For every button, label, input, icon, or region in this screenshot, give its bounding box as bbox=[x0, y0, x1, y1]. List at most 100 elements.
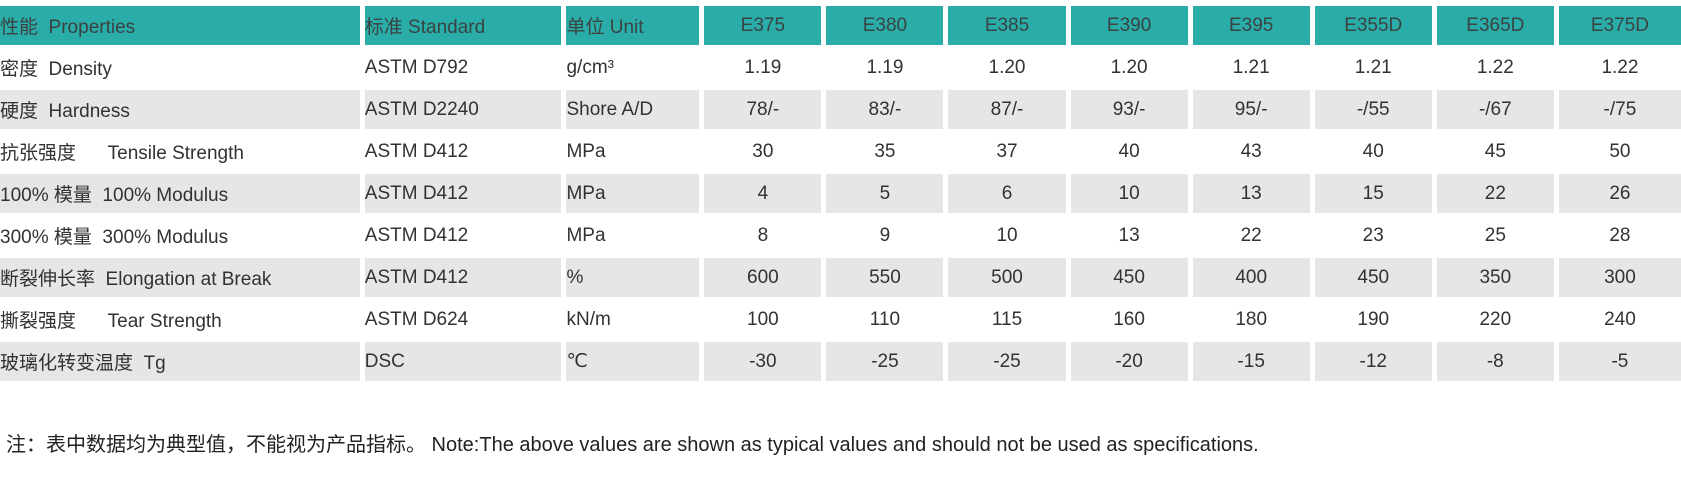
value-cell-e385: -25 bbox=[948, 342, 1071, 384]
value-cell-e355d: 40 bbox=[1314, 132, 1437, 174]
value-cell-e380: 5 bbox=[826, 174, 949, 216]
table-row: 玻璃化转变温度 Tg DSC ℃ -30 -25 -25 -20 -15 -12 -8 -5 bbox=[0, 342, 1681, 384]
property-label-cell: 断裂伸长率 Elongation at Break bbox=[0, 258, 365, 300]
value-cell-e385: 10 bbox=[948, 216, 1071, 258]
value-cell-e365d: 220 bbox=[1436, 300, 1559, 342]
table-header-row: 性能 Properties 标准 Standard 单位 Unit E375 E380 E… bbox=[0, 6, 1681, 48]
value-cell-e375d: 50 bbox=[1558, 132, 1681, 174]
value-cell-e375d: -/75 bbox=[1558, 90, 1681, 132]
value-cell-e380: 35 bbox=[826, 132, 949, 174]
standard-cell: ASTM D792 bbox=[364, 48, 567, 90]
footnote: 注：表中数据均为典型值，不能视为产品指标。 Note:The above val… bbox=[6, 434, 1259, 456]
value-cell-e355d: 1.21 bbox=[1314, 48, 1437, 90]
value-cell-e385: 115 bbox=[948, 300, 1071, 342]
table-row: 100% 模量 100% Modulus ASTM D412 MPa 4 5 6 10 13 1… bbox=[0, 174, 1681, 216]
value-cell-e390: 450 bbox=[1070, 258, 1193, 300]
value-cell-e365d: 1.22 bbox=[1436, 48, 1559, 90]
standard-cell: DSC bbox=[364, 342, 567, 384]
property-label-cell: 抗张强度 Tensile Strength bbox=[0, 132, 365, 174]
column-header-e380: E380 bbox=[826, 6, 949, 48]
standard-cell: ASTM D2240 bbox=[364, 90, 567, 132]
value-cell-e365d: 25 bbox=[1436, 216, 1559, 258]
value-cell-e375d: 1.22 bbox=[1558, 48, 1681, 90]
column-header-e395: E395 bbox=[1192, 6, 1315, 48]
column-header-e355d: E355D bbox=[1314, 6, 1437, 48]
table-row: 抗张强度 Tensile Strength ASTM D412 MPa 30 35 37 4… bbox=[0, 132, 1681, 174]
unit-cell: kN/m bbox=[566, 300, 705, 342]
value-cell-e355d: 190 bbox=[1314, 300, 1437, 342]
value-cell-e375d: 240 bbox=[1558, 300, 1681, 342]
value-cell-e395: -15 bbox=[1192, 342, 1315, 384]
value-cell-e395: 400 bbox=[1192, 258, 1315, 300]
table-row: 硬度 Hardness ASTM D2240 Shore A/D 78/- 83/- 87… bbox=[0, 90, 1681, 132]
value-cell-e375d: 26 bbox=[1558, 174, 1681, 216]
value-cell-e365d: 45 bbox=[1436, 132, 1559, 174]
value-cell-e375: 1.19 bbox=[704, 48, 827, 90]
material-properties-table: 性能 Properties 标准 Standard 单位 Unit E375 E380 E… bbox=[0, 6, 1681, 384]
property-label-cell: 玻璃化转变温度 Tg bbox=[0, 342, 365, 384]
property-label-cell: 撕裂强度 Tear Strength bbox=[0, 300, 365, 342]
value-cell-e390: 93/- bbox=[1070, 90, 1193, 132]
value-cell-e375d: 300 bbox=[1558, 258, 1681, 300]
value-cell-e375: 8 bbox=[704, 216, 827, 258]
property-label-cell: 硬度 Hardness bbox=[0, 90, 365, 132]
value-cell-e355d: 15 bbox=[1314, 174, 1437, 216]
value-cell-e375: -30 bbox=[704, 342, 827, 384]
standard-cell: ASTM D624 bbox=[364, 300, 567, 342]
value-cell-e385: 6 bbox=[948, 174, 1071, 216]
value-cell-e380: 550 bbox=[826, 258, 949, 300]
standard-cell: ASTM D412 bbox=[364, 132, 567, 174]
value-cell-e390: 1.20 bbox=[1070, 48, 1193, 90]
table-row: 撕裂强度 Tear Strength ASTM D624 kN/m 100 110 115… bbox=[0, 300, 1681, 342]
value-cell-e355d: -/55 bbox=[1314, 90, 1437, 132]
standard-cell: ASTM D412 bbox=[364, 258, 567, 300]
value-cell-e380: 110 bbox=[826, 300, 949, 342]
table-row: 300% 模量 300% Modulus ASTM D412 MPa 8 9 10 13 22… bbox=[0, 216, 1681, 258]
value-cell-e375d: -5 bbox=[1558, 342, 1681, 384]
table-row: 断裂伸长率 Elongation at Break ASTM D412% 600 55… bbox=[0, 258, 1681, 300]
value-cell-e385: 500 bbox=[948, 258, 1071, 300]
unit-cell: MPa bbox=[566, 132, 705, 174]
value-cell-e385: 1.20 bbox=[948, 48, 1071, 90]
column-header-e390: E390 bbox=[1070, 6, 1193, 48]
column-header-standard: 标准 Standard bbox=[364, 6, 567, 48]
value-cell-e380: -25 bbox=[826, 342, 949, 384]
value-cell-e390: -20 bbox=[1070, 342, 1193, 384]
value-cell-e365d: -/67 bbox=[1436, 90, 1559, 132]
property-label-cell: 300% 模量 300% Modulus bbox=[0, 216, 365, 258]
value-cell-e375: 600 bbox=[704, 258, 827, 300]
unit-cell: g/cm³ bbox=[566, 48, 705, 90]
column-header-e375d: E375D bbox=[1558, 6, 1681, 48]
value-cell-e380: 1.19 bbox=[826, 48, 949, 90]
standard-cell: ASTM D412 bbox=[364, 174, 567, 216]
value-cell-e355d: -12 bbox=[1314, 342, 1437, 384]
value-cell-e375: 30 bbox=[704, 132, 827, 174]
value-cell-e375d: 28 bbox=[1558, 216, 1681, 258]
column-header-e365d: E365D bbox=[1436, 6, 1559, 48]
value-cell-e395: 22 bbox=[1192, 216, 1315, 258]
unit-cell: ℃ bbox=[566, 342, 705, 384]
column-header-unit: 单位 Unit bbox=[566, 6, 705, 48]
value-cell-e390: 13 bbox=[1070, 216, 1193, 258]
value-cell-e365d: 350 bbox=[1436, 258, 1559, 300]
value-cell-e375: 4 bbox=[704, 174, 827, 216]
standard-cell: ASTM D412 bbox=[364, 216, 567, 258]
value-cell-e395: 180 bbox=[1192, 300, 1315, 342]
value-cell-e375: 100 bbox=[704, 300, 827, 342]
unit-cell: MPa bbox=[566, 216, 705, 258]
value-cell-e395: 1.21 bbox=[1192, 48, 1315, 90]
value-cell-e395: 13 bbox=[1192, 174, 1315, 216]
value-cell-e390: 10 bbox=[1070, 174, 1193, 216]
column-header-e385: E385 bbox=[948, 6, 1071, 48]
value-cell-e385: 37 bbox=[948, 132, 1071, 174]
value-cell-e395: 43 bbox=[1192, 132, 1315, 174]
unit-cell: % bbox=[566, 258, 705, 300]
value-cell-e365d: -8 bbox=[1436, 342, 1559, 384]
unit-cell: MPa bbox=[566, 174, 705, 216]
column-header-e375: E375 bbox=[704, 6, 827, 48]
value-cell-e395: 95/- bbox=[1192, 90, 1315, 132]
value-cell-e390: 160 bbox=[1070, 300, 1193, 342]
unit-cell: Shore A/D bbox=[566, 90, 705, 132]
property-label-cell: 密度 Density bbox=[0, 48, 365, 90]
column-header-properties: 性能 Properties bbox=[0, 6, 365, 48]
